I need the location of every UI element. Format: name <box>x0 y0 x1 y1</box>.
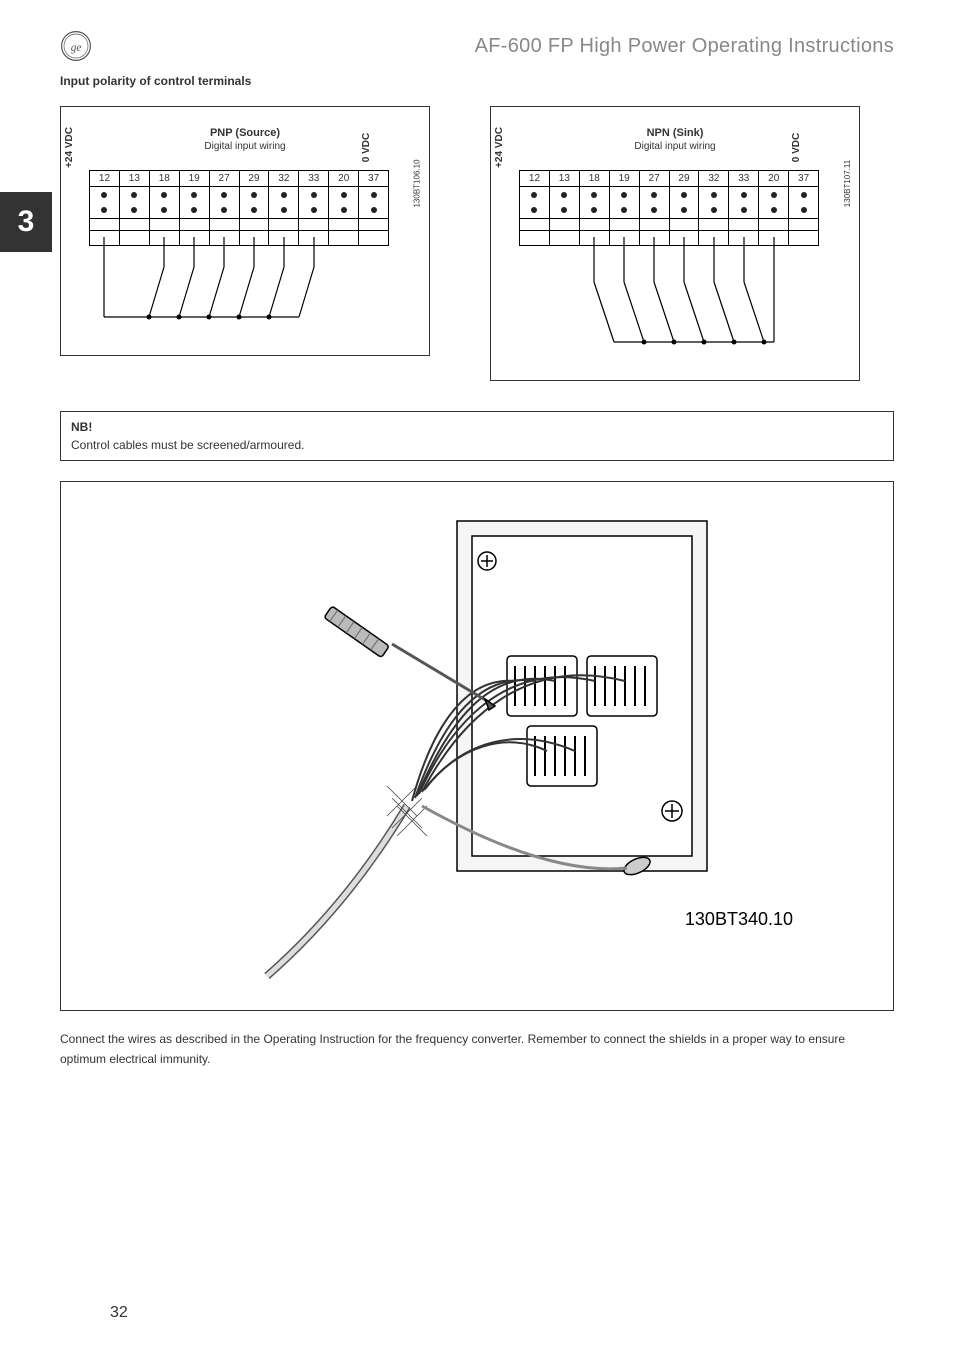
terminal-number: 27 <box>210 171 239 187</box>
terminal-dots <box>180 187 209 219</box>
terminal-col: 13 <box>550 171 580 245</box>
nb-text: Control cables must be screened/armoured… <box>71 438 883 452</box>
terminal-col: 32 <box>699 171 729 245</box>
pnp-wires <box>89 237 389 332</box>
terminal-number: 37 <box>789 171 818 187</box>
doc-title: AF-600 FP High Power Operating Instructi… <box>475 35 894 58</box>
terminal-number: 29 <box>670 171 699 187</box>
terminal-col: 37 <box>359 171 388 245</box>
terminal-number: 20 <box>759 171 788 187</box>
terminal-number: 33 <box>729 171 758 187</box>
terminal-col: 29 <box>240 171 270 245</box>
terminal-dots <box>699 187 728 219</box>
voltage-left-label: +24 VDC <box>64 127 75 168</box>
terminal-number: 27 <box>640 171 669 187</box>
terminal-number: 33 <box>299 171 328 187</box>
terminal-number: 20 <box>329 171 358 187</box>
chapter-tab: 3 <box>0 192 52 252</box>
figure-box: 130BT340.10 <box>60 481 894 1011</box>
terminal-number: 13 <box>120 171 149 187</box>
terminal-dots <box>299 187 328 219</box>
terminal-number: 19 <box>610 171 639 187</box>
terminal-col: 37 <box>789 171 818 245</box>
terminal-col: 20 <box>759 171 789 245</box>
terminal-dots <box>150 187 179 219</box>
terminal-dots <box>729 187 758 219</box>
terminal-dots <box>120 187 149 219</box>
terminal-dots <box>670 187 699 219</box>
terminal-number: 32 <box>699 171 728 187</box>
terminal-table-left: 12131819272932332037 <box>89 170 389 246</box>
terminal-col: 29 <box>670 171 700 245</box>
diagram-npn: +24 VDC 0 VDC 130BT107.11 NPN (Sink) Dig… <box>490 106 860 381</box>
control-card-illustration <box>227 506 727 986</box>
terminal-col: 19 <box>610 171 640 245</box>
terminal-dots <box>789 187 818 219</box>
terminal-number: 19 <box>180 171 209 187</box>
terminal-col: 27 <box>210 171 240 245</box>
terminal-number: 12 <box>90 171 119 187</box>
terminal-col: 20 <box>329 171 359 245</box>
terminal-col: 27 <box>640 171 670 245</box>
terminal-dots <box>610 187 639 219</box>
diagram-left-code: 130BT106.10 <box>412 159 421 207</box>
voltage-right-label: 0 VDC <box>361 133 372 162</box>
terminal-col: 33 <box>299 171 329 245</box>
figure-code: 130BT340.10 <box>685 909 793 930</box>
terminal-col: 33 <box>729 171 759 245</box>
terminal-col: 12 <box>520 171 550 245</box>
terminal-number: 29 <box>240 171 269 187</box>
terminal-number: 12 <box>520 171 549 187</box>
ge-logo: ge <box>60 30 92 62</box>
terminal-dots <box>359 187 388 219</box>
terminal-col: 18 <box>580 171 610 245</box>
terminal-number: 18 <box>150 171 179 187</box>
terminal-col: 32 <box>269 171 299 245</box>
terminal-dots <box>520 187 549 219</box>
terminal-number: 13 <box>550 171 579 187</box>
terminal-dots <box>759 187 788 219</box>
diagram-pnp: +24 VDC 0 VDC 130BT106.10 PNP (Source) D… <box>60 106 430 356</box>
terminal-dots <box>90 187 119 219</box>
terminal-col: 12 <box>90 171 120 245</box>
voltage-right-label-npn: 0 VDC <box>791 133 802 162</box>
npn-wires <box>519 237 819 357</box>
nb-title: NB! <box>71 420 883 434</box>
voltage-left-label-npn: +24 VDC <box>494 127 505 168</box>
terminal-col: 18 <box>150 171 180 245</box>
terminal-dots <box>640 187 669 219</box>
terminal-number: 18 <box>580 171 609 187</box>
terminal-dots <box>210 187 239 219</box>
terminal-number: 37 <box>359 171 388 187</box>
terminal-col: 13 <box>120 171 150 245</box>
terminal-dots <box>550 187 579 219</box>
terminal-dots <box>240 187 269 219</box>
terminal-dots <box>580 187 609 219</box>
terminal-number: 32 <box>269 171 298 187</box>
terminal-table-right: 12131819272932332037 <box>519 170 819 246</box>
body-text: Connect the wires as described in the Op… <box>60 1029 894 1070</box>
diagram-right-code: 130BT107.11 <box>843 160 852 207</box>
terminal-col: 19 <box>180 171 210 245</box>
terminal-dots <box>269 187 298 219</box>
nb-box: NB! Control cables must be screened/armo… <box>60 411 894 461</box>
svg-text:ge: ge <box>71 42 82 54</box>
terminal-dots <box>329 187 358 219</box>
page-number: 32 <box>110 1304 128 1322</box>
diagram-row: +24 VDC 0 VDC 130BT106.10 PNP (Source) D… <box>60 106 894 381</box>
section-heading: Input polarity of control terminals <box>60 74 894 88</box>
